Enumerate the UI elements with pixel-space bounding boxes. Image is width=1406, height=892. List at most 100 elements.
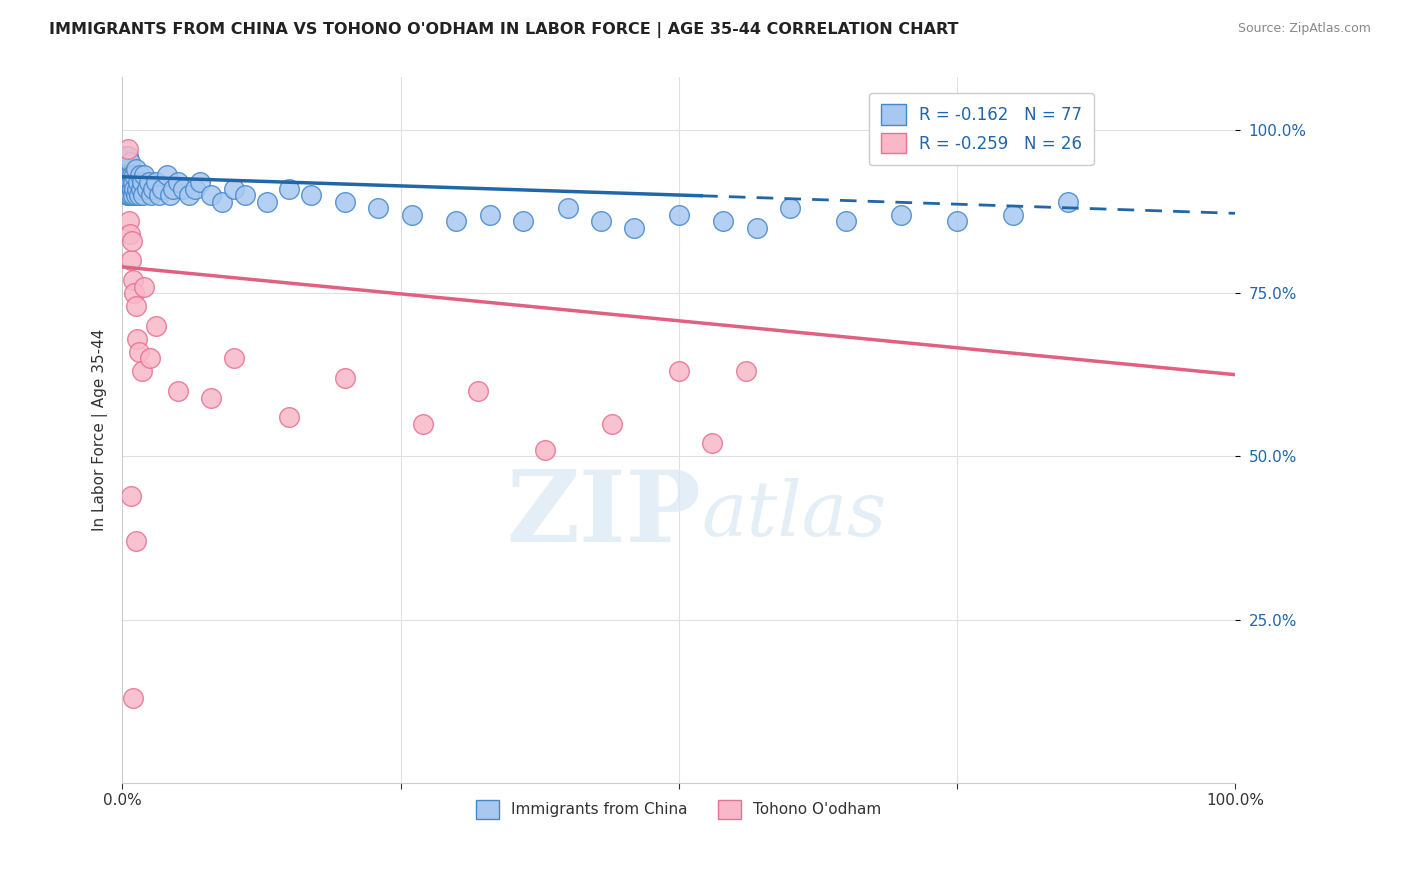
Point	[600, 417, 623, 431]
Point	[222, 181, 245, 195]
Text: atlas: atlas	[702, 478, 886, 552]
Point	[211, 194, 233, 209]
Point	[135, 181, 157, 195]
Point	[122, 273, 145, 287]
Point	[129, 181, 152, 195]
Point	[150, 181, 173, 195]
Point	[1001, 208, 1024, 222]
Point	[118, 169, 141, 183]
Point	[141, 188, 163, 202]
Point	[120, 489, 142, 503]
Point	[120, 188, 142, 202]
Point	[233, 188, 256, 202]
Point	[117, 149, 139, 163]
Point	[127, 175, 149, 189]
Point	[132, 188, 155, 202]
Point	[162, 181, 184, 195]
Point	[222, 351, 245, 366]
Point	[124, 169, 146, 183]
Point	[623, 220, 645, 235]
Point	[156, 169, 179, 183]
Point	[114, 161, 136, 176]
Point	[118, 188, 141, 202]
Point	[200, 188, 222, 202]
Point	[124, 299, 146, 313]
Point	[745, 220, 768, 235]
Point	[112, 155, 135, 169]
Point	[278, 181, 301, 195]
Point	[467, 384, 489, 398]
Point	[142, 181, 165, 195]
Y-axis label: In Labor Force | Age 35-44: In Labor Force | Age 35-44	[93, 329, 108, 532]
Point	[125, 181, 148, 195]
Point	[890, 208, 912, 222]
Point	[172, 181, 194, 195]
Point	[167, 175, 190, 189]
Point	[333, 371, 356, 385]
Point	[148, 188, 170, 202]
Point	[124, 188, 146, 202]
Point	[145, 318, 167, 333]
Point	[200, 391, 222, 405]
Legend: Immigrants from China, Tohono O'odham: Immigrants from China, Tohono O'odham	[470, 794, 887, 825]
Point	[478, 208, 501, 222]
Point	[115, 161, 138, 176]
Point	[139, 351, 162, 366]
Text: Source: ZipAtlas.com: Source: ZipAtlas.com	[1237, 22, 1371, 36]
Point	[112, 169, 135, 183]
Point	[124, 534, 146, 549]
Point	[159, 188, 181, 202]
Point	[711, 214, 734, 228]
Point	[835, 214, 858, 228]
Point	[946, 214, 969, 228]
Point	[124, 286, 146, 301]
Point	[589, 214, 612, 228]
Point	[121, 181, 143, 195]
Point	[118, 181, 141, 195]
Point	[120, 175, 142, 189]
Point	[177, 188, 200, 202]
Point	[145, 175, 167, 189]
Point	[121, 234, 143, 248]
Point	[1057, 194, 1080, 209]
Point	[129, 169, 152, 183]
Point	[668, 208, 690, 222]
Point	[117, 142, 139, 156]
Point	[301, 188, 323, 202]
Point	[167, 384, 190, 398]
Point	[412, 417, 434, 431]
Point	[734, 364, 756, 378]
Point	[134, 169, 156, 183]
Point	[125, 332, 148, 346]
Point	[702, 436, 724, 450]
Point	[183, 181, 205, 195]
Point	[118, 227, 141, 242]
Point	[557, 201, 579, 215]
Point	[779, 201, 801, 215]
Point	[401, 208, 423, 222]
Point	[117, 181, 139, 195]
Point	[122, 691, 145, 706]
Point	[128, 344, 150, 359]
Point	[117, 169, 139, 183]
Point	[118, 214, 141, 228]
Point	[134, 279, 156, 293]
Point	[138, 175, 160, 189]
Point	[534, 442, 557, 457]
Point	[114, 155, 136, 169]
Point	[333, 194, 356, 209]
Text: ZIP: ZIP	[506, 467, 702, 564]
Point	[444, 214, 467, 228]
Point	[118, 155, 141, 169]
Point	[121, 169, 143, 183]
Point	[278, 410, 301, 425]
Point	[256, 194, 278, 209]
Point	[512, 214, 534, 228]
Text: IMMIGRANTS FROM CHINA VS TOHONO O'ODHAM IN LABOR FORCE | AGE 35-44 CORRELATION C: IMMIGRANTS FROM CHINA VS TOHONO O'ODHAM …	[49, 22, 959, 38]
Point	[122, 175, 145, 189]
Point	[668, 364, 690, 378]
Point	[114, 181, 136, 195]
Point	[367, 201, 389, 215]
Point	[120, 253, 142, 268]
Point	[115, 188, 138, 202]
